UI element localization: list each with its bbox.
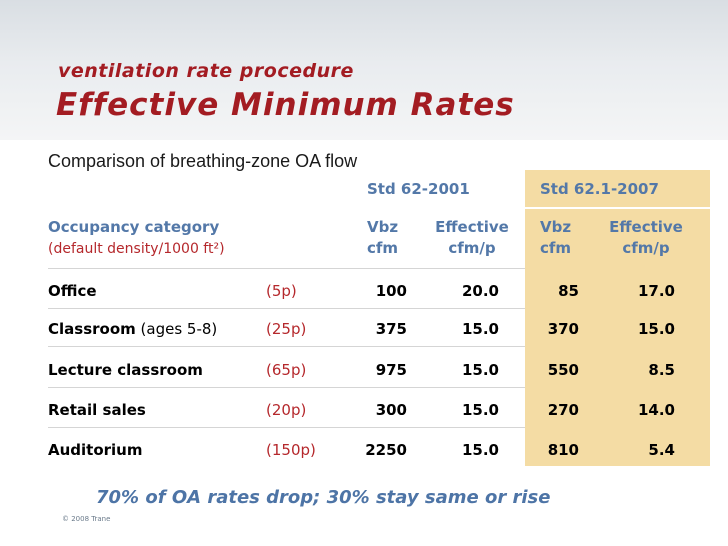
old-effective-value: 15.0 — [461, 441, 499, 459]
row-density: (150p) — [266, 441, 316, 459]
row-name: Office — [48, 282, 97, 300]
old-vbz-value: 375 — [375, 320, 407, 338]
row-name: Classroom (ages 5-8) — [48, 320, 217, 338]
copyright-notice: © 2008 Trane — [62, 515, 111, 523]
std-2007-vbz-header: Vbz cfm — [540, 217, 571, 259]
effective-label: Effective — [435, 218, 509, 236]
row-name: Lecture classroom — [48, 361, 203, 379]
row-divider — [48, 387, 525, 388]
row-divider — [48, 308, 525, 309]
old-vbz-value: 2250 — [365, 441, 407, 459]
std-2001-label: Std 62-2001 — [367, 180, 470, 198]
std-2007-effective-header: Effective cfm/p — [600, 217, 692, 259]
cfm-per-person-label: cfm/p — [448, 239, 496, 257]
new-effective-value: 15.0 — [637, 320, 675, 338]
old-effective-value: 20.0 — [461, 282, 499, 300]
new-vbz-value: 370 — [547, 320, 579, 338]
vbz-label: Vbz — [540, 218, 572, 236]
cfm-per-person-label: cfm/p — [622, 239, 670, 257]
header-divider-top — [48, 207, 710, 209]
new-vbz-value: 810 — [547, 441, 579, 459]
new-effective-value: 17.0 — [637, 282, 675, 300]
vbz-label: Vbz — [367, 218, 399, 236]
new-vbz-value: 550 — [547, 361, 579, 379]
header-divider — [48, 268, 525, 269]
cfm-label: cfm — [367, 239, 399, 257]
row-name: Retail sales — [48, 401, 146, 419]
new-vbz-value: 270 — [547, 401, 579, 419]
row-name-text: Lecture classroom — [48, 361, 203, 379]
old-vbz-value: 300 — [375, 401, 407, 419]
summary-note: 70% of OA rates drop; 30% stay same or r… — [96, 487, 551, 508]
new-effective-value: 8.5 — [648, 361, 675, 379]
slide-subtitle: ventilation rate procedure — [58, 60, 354, 82]
old-vbz-value: 975 — [375, 361, 407, 379]
occupancy-category-header: Occupancy category — [48, 218, 220, 236]
old-effective-value: 15.0 — [461, 361, 499, 379]
row-divider — [48, 346, 525, 347]
old-effective-value: 15.0 — [461, 320, 499, 338]
row-name-text: Office — [48, 282, 97, 300]
cfm-label: cfm — [540, 239, 572, 257]
row-name-text: Auditorium — [48, 441, 143, 459]
new-vbz-value: 85 — [558, 282, 579, 300]
row-name-text: Classroom — [48, 320, 136, 338]
row-divider — [48, 427, 525, 428]
row-name: Auditorium — [48, 441, 143, 459]
comparison-caption: Comparison of breathing-zone OA flow — [48, 151, 358, 171]
row-density: (20p) — [266, 401, 307, 419]
effective-label: Effective — [609, 218, 683, 236]
new-effective-value: 5.4 — [648, 441, 675, 459]
std-2001-effective-header: Effective cfm/p — [426, 217, 518, 259]
slide-title: Effective Minimum Rates — [56, 87, 515, 123]
std-2007-highlight-band — [525, 170, 710, 466]
row-density: (5p) — [266, 282, 297, 300]
std-2001-vbz-header: Vbz cfm — [367, 217, 398, 259]
density-note-header: (default density/1000 ft²) — [48, 241, 225, 257]
header-band — [0, 0, 728, 140]
row-density: (25p) — [266, 320, 307, 338]
old-effective-value: 15.0 — [461, 401, 499, 419]
row-density: (65p) — [266, 361, 307, 379]
old-vbz-value: 100 — [375, 282, 407, 300]
std-2007-label: Std 62.1-2007 — [540, 180, 659, 198]
row-name-text: Retail sales — [48, 401, 146, 419]
row-note: (ages 5-8) — [135, 320, 218, 338]
new-effective-value: 14.0 — [637, 401, 675, 419]
